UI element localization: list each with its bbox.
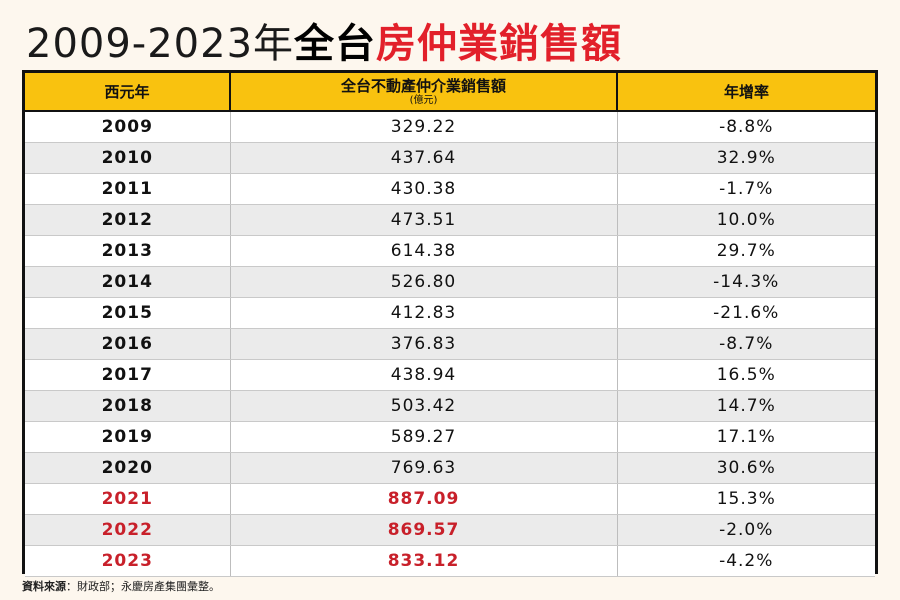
table-row: 2009 329.22 -8.8% [25, 111, 875, 143]
table-row: 2020 769.63 30.6% [25, 452, 875, 484]
table-row: 2013 614.38 29.7% [25, 235, 875, 267]
source-label: 資料來源 [22, 580, 66, 593]
cell-amount: 412.83 [230, 297, 618, 329]
cell-growth: -1.7% [617, 173, 875, 205]
table-row: 2010 437.64 32.9% [25, 142, 875, 174]
table-row: 2012 473.51 10.0% [25, 204, 875, 236]
cell-year: 2020 [25, 452, 231, 484]
table-row: 2011 430.38 -1.7% [25, 173, 875, 205]
cell-growth: -14.3% [617, 266, 875, 298]
cell-growth: -8.8% [617, 111, 875, 143]
cell-amount: 329.22 [230, 111, 618, 143]
cell-year: 2011 [25, 173, 231, 205]
cell-year: 2017 [25, 359, 231, 391]
table-header-row: 西元年 全台不動產仲介業銷售額 (億元) 年增率 [25, 73, 875, 112]
table-row: 2022 869.57 -2.0% [25, 514, 875, 546]
header-amount: 全台不動產仲介業銷售額 (億元) [230, 73, 618, 112]
cell-year: 2013 [25, 235, 231, 267]
cell-amount: 437.64 [230, 142, 618, 174]
cell-amount: 376.83 [230, 328, 618, 360]
cell-amount: 833.12 [230, 545, 618, 577]
cell-amount: 869.57 [230, 514, 618, 546]
cell-growth: 32.9% [617, 142, 875, 174]
cell-amount: 769.63 [230, 452, 618, 484]
source-note: 資料來源：財政部；永慶房產集團彙整。 [22, 578, 220, 594]
cell-year: 2023 [25, 545, 231, 577]
cell-amount: 438.94 [230, 359, 618, 391]
table-row: 2015 412.83 -21.6% [25, 297, 875, 329]
table-row: 2019 589.27 17.1% [25, 421, 875, 453]
cell-amount: 526.80 [230, 266, 618, 298]
table-row: 2021 887.09 15.3% [25, 483, 875, 515]
cell-year: 2021 [25, 483, 231, 515]
cell-amount: 887.09 [230, 483, 618, 515]
cell-growth: 14.7% [617, 390, 875, 422]
cell-year: 2022 [25, 514, 231, 546]
cell-year: 2016 [25, 328, 231, 360]
cell-amount: 614.38 [230, 235, 618, 267]
cell-growth: 17.1% [617, 421, 875, 453]
header-growth: 年增率 [617, 73, 875, 112]
cell-year: 2010 [25, 142, 231, 174]
source-text: ：財政部；永慶房產集團彙整。 [66, 580, 220, 593]
header-amount-unit: (億元) [409, 95, 438, 106]
sales-table: 西元年 全台不動產仲介業銷售額 (億元) 年增率 2009 329.22 -8.… [25, 73, 875, 577]
title-years: 2009-2023年 [26, 21, 295, 67]
cell-year: 2018 [25, 390, 231, 422]
page-title: 2009-2023年全台房仲業銷售額 [26, 20, 622, 68]
cell-amount: 430.38 [230, 173, 618, 205]
cell-growth: -21.6% [617, 297, 875, 329]
cell-amount: 503.42 [230, 390, 618, 422]
table-row: 2016 376.83 -8.7% [25, 328, 875, 360]
cell-growth: 29.7% [617, 235, 875, 267]
sales-table-frame: 西元年 全台不動產仲介業銷售額 (億元) 年增率 2009 329.22 -8.… [22, 70, 878, 577]
cell-amount: 473.51 [230, 204, 618, 236]
cell-growth: 10.0% [617, 204, 875, 236]
cell-growth: -8.7% [617, 328, 875, 360]
cell-growth: -2.0% [617, 514, 875, 546]
cell-growth: 16.5% [617, 359, 875, 391]
table-row: 2014 526.80 -14.3% [25, 266, 875, 298]
title-region: 全台 [294, 21, 377, 67]
cell-year: 2012 [25, 204, 231, 236]
cell-year: 2015 [25, 297, 231, 329]
table-row: 2023 833.12 -4.2% [25, 545, 875, 577]
cell-year: 2014 [25, 266, 231, 298]
cell-growth: 30.6% [617, 452, 875, 484]
table-row: 2018 503.42 14.7% [25, 390, 875, 422]
table-row: 2017 438.94 16.5% [25, 359, 875, 391]
title-subject: 房仲業銷售額 [376, 21, 623, 67]
cell-year: 2019 [25, 421, 231, 453]
cell-year: 2009 [25, 111, 231, 143]
header-year: 西元年 [25, 73, 231, 112]
cell-growth: 15.3% [617, 483, 875, 515]
cell-growth: -4.2% [617, 545, 875, 577]
cell-amount: 589.27 [230, 421, 618, 453]
